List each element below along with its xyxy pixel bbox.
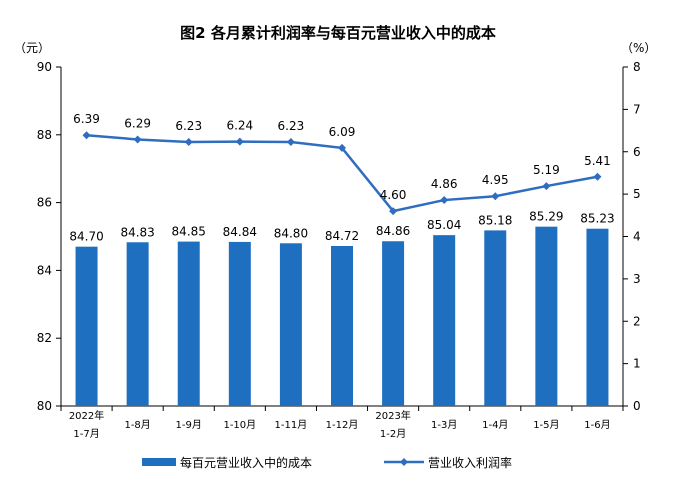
bar [75, 246, 98, 406]
right-tick-label: 0 [633, 399, 641, 413]
line-point [82, 131, 91, 140]
x-tick-label: 1-11月 [275, 419, 308, 431]
x-tick-label: 1-10月 [223, 419, 256, 431]
line-point [389, 207, 398, 216]
x-tick-label: 2023年 [375, 409, 410, 422]
left-tick-label: 88 [37, 128, 52, 142]
left-tick-label: 90 [37, 60, 52, 74]
line-point [440, 196, 449, 205]
line-value-label: 6.39 [73, 112, 100, 126]
line-value-label: 4.95 [482, 173, 509, 187]
line-value-label: 6.23 [278, 119, 305, 133]
line-series: 6.39 6.29 6.23 6.24 6.23 6.09 4.60 4.86 4.95 5.19… [73, 112, 611, 216]
x-tick-label: 1-12月 [326, 419, 359, 431]
x-tick-label: 2022年 [69, 409, 104, 422]
bar-value-label: 85.04 [427, 218, 461, 232]
x-tick-label: 1-5月 [533, 419, 559, 431]
x-tick-label: 1-4月 [482, 419, 508, 431]
bar-value-label: 84.80 [274, 226, 308, 240]
line-value-label: 6.29 [124, 116, 151, 130]
bar [228, 241, 251, 406]
right-tick-label: 2 [633, 314, 641, 328]
x-tick-label: 1-3月 [431, 419, 457, 431]
left-tick-label: 86 [37, 196, 52, 210]
right-tick-label: 7 [633, 102, 641, 116]
bar-value-label: 84.72 [325, 229, 359, 243]
line-point [491, 192, 500, 201]
legend-line-marker [400, 458, 408, 466]
line-value-label: 5.19 [533, 163, 560, 177]
bar [331, 245, 353, 406]
bar-value-label: 85.23 [580, 212, 614, 226]
left-tick-label: 84 [37, 263, 52, 277]
bar [484, 230, 507, 406]
bar-series: 84.70 84.83 84.85 84.84 84.80 84.72 84.86 85.04… [69, 210, 615, 406]
bar-value-label: 84.85 [172, 225, 206, 239]
line-point [542, 182, 551, 191]
line-value-label: 4.86 [431, 177, 458, 191]
chart-title: 图2 各月累计利润率与每百元营业收入中的成本 [180, 24, 496, 42]
left-tick-label: 80 [37, 399, 52, 413]
left-tick-label: 82 [37, 331, 52, 345]
line-value-label: 4.60 [380, 188, 407, 202]
line-value-label: 6.09 [329, 125, 356, 139]
x-tick-label: 1-7月 [73, 428, 99, 440]
x-axis-labels: 2022年 1-7月 1-8月 1-9月 1-10月 1-11月 1-12月 2023年 1-2… [69, 409, 611, 440]
right-tick-label: 5 [633, 187, 641, 201]
line-point [286, 138, 295, 147]
x-tick-label: 1-9月 [176, 419, 202, 431]
line-value-label: 5.41 [584, 154, 611, 168]
bar-value-label: 85.18 [478, 213, 512, 227]
bar [177, 241, 200, 406]
legend-bar-swatch [142, 458, 176, 466]
bar [433, 235, 456, 406]
legend: 每百元营业收入中的成本 营业收入利润率 [142, 455, 512, 470]
line-point [133, 135, 142, 144]
axes: 80 82 84 86 88 90 0 1 2 3 4 5 6 7 8 [37, 60, 641, 413]
bar-value-label: 84.70 [69, 230, 103, 244]
right-tick-label: 1 [633, 357, 641, 371]
right-tick-label: 4 [633, 230, 641, 244]
x-tick-label: 1-8月 [124, 419, 150, 431]
line-point [338, 143, 346, 152]
right-tick-label: 8 [633, 60, 641, 74]
right-axis-unit: （%） [621, 41, 656, 55]
line-value-label: 6.23 [175, 119, 202, 133]
bar-value-label: 85.29 [529, 210, 563, 224]
bar [586, 228, 609, 406]
bar [126, 242, 149, 406]
x-tick-label: 1-2月 [380, 428, 406, 440]
bar [279, 243, 302, 406]
bar-value-label: 84.86 [376, 224, 410, 238]
legend-line-label: 营业收入利润率 [428, 455, 512, 470]
left-axis-unit: （元） [14, 41, 50, 55]
bar-value-label: 84.83 [120, 225, 154, 239]
line-point [235, 137, 244, 146]
bar [535, 226, 558, 406]
legend-bar-label: 每百元营业收入中的成本 [180, 455, 312, 470]
bar [382, 241, 405, 406]
line-point [593, 172, 602, 181]
line-value-label: 6.24 [226, 119, 253, 133]
x-tick-label: 1-6月 [584, 419, 610, 431]
right-tick-label: 6 [633, 145, 641, 159]
right-tick-label: 3 [633, 272, 641, 286]
line-point [184, 138, 193, 147]
bar-value-label: 84.84 [223, 225, 257, 239]
